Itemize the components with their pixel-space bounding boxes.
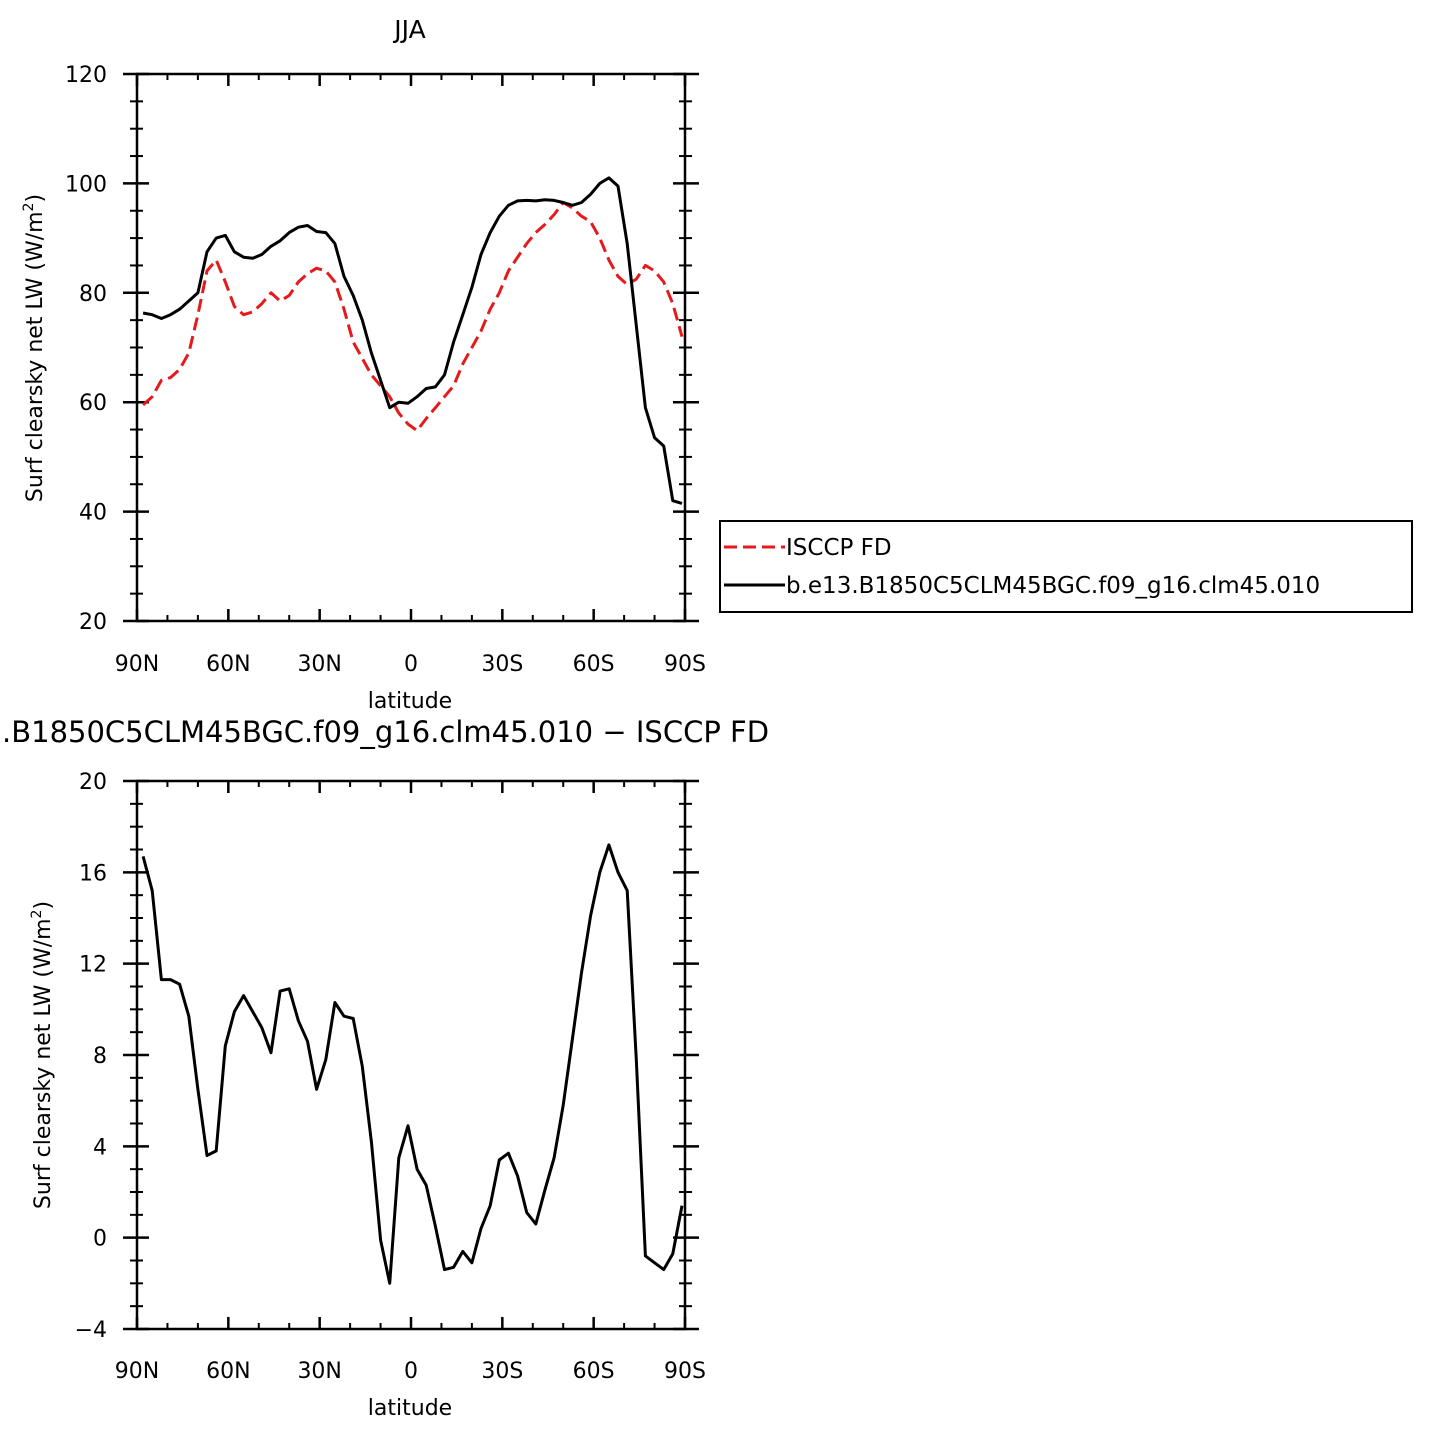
x-tick-label: 30N xyxy=(297,1359,341,1384)
x-tick-label: 0 xyxy=(404,1359,418,1384)
y-tick-label: 100 xyxy=(65,172,107,197)
x-tick-label: 30S xyxy=(481,652,523,677)
x-tick-label: 60S xyxy=(573,652,615,677)
plot-frame xyxy=(135,72,687,623)
svg-text:Surf clearsky net LW (W/m2): Surf clearsky net LW (W/m2) xyxy=(29,901,56,1209)
x-tick-label: 0 xyxy=(404,652,418,677)
x-tick-label: 60N xyxy=(206,1359,250,1384)
bottom-panel-y-axis-label: Surf clearsky net LW (W/m2) xyxy=(29,901,56,1209)
y-label-text: Surf clearsky net LW (W/m xyxy=(23,211,48,502)
legend: ISCCP FD b.e13.B1850C5CLM45BGC.f09_g16.cl… xyxy=(719,520,1413,613)
y-tick-label: 8 xyxy=(93,1044,107,1069)
x-tick-label: 90N xyxy=(115,1359,159,1384)
y-tick-label: 20 xyxy=(79,770,107,795)
bottom-panel-x-axis-label: latitude xyxy=(368,1396,452,1421)
x-tick-label: 30S xyxy=(481,1359,523,1384)
x-tick-label: 90N xyxy=(115,652,159,677)
legend-box xyxy=(719,520,1413,613)
y-label-text: Surf clearsky net LW (W/m xyxy=(31,918,56,1209)
y-label-close: ) xyxy=(31,901,56,910)
top-panel: JJA Surf clearsky net LW (W/m2) latitude… xyxy=(21,15,706,714)
top-panel-y-axis-label: Surf clearsky net LW (W/m2) xyxy=(21,194,48,502)
axis-ticks: 90N 60N 30N 0 30S 60S 90S 20 40 60 80 100 120 xyxy=(65,63,706,677)
y-tick-label: 0 xyxy=(93,1227,107,1252)
legend-label: b.e13.B1850C5CLM45BGC.f09_g16.clm45.010 xyxy=(786,573,1320,599)
y-label-close: ) xyxy=(23,194,48,203)
y-tick-label: 40 xyxy=(79,501,107,526)
svg-text:Surf clearsky net LW (W/m2): Surf clearsky net LW (W/m2) xyxy=(21,194,48,502)
y-tick-label: 4 xyxy=(93,1135,107,1160)
series-line-0 xyxy=(142,201,684,433)
bottom-panel-title: .B1850C5CLM45BGC.f09_g16.clm45.010 − ISC… xyxy=(2,715,769,749)
legend-label: ISCCP FD xyxy=(786,535,892,561)
top-panel-title: JJA xyxy=(392,15,425,44)
axis-ticks: 90N 60N 30N 0 30S 60S 90S −4 0 4 8 12 16 20 xyxy=(75,770,706,1384)
y-tick-label: 60 xyxy=(79,391,107,416)
series-line-0 xyxy=(141,843,684,1285)
x-tick-label: 30N xyxy=(297,652,341,677)
y-label-superscript: 2 xyxy=(29,910,45,919)
y-tick-label: 80 xyxy=(79,282,107,307)
y-tick-label: 12 xyxy=(79,953,107,978)
x-tick-label: 90S xyxy=(664,652,706,677)
y-tick-label: 120 xyxy=(65,63,107,88)
x-tick-label: 60N xyxy=(206,652,250,677)
x-tick-label: 90S xyxy=(664,1359,706,1384)
series-line-1 xyxy=(142,176,683,505)
y-tick-label: 16 xyxy=(79,861,107,886)
y-tick-label: −4 xyxy=(75,1318,107,1343)
top-panel-x-axis-label: latitude xyxy=(368,689,452,714)
y-label-superscript: 2 xyxy=(21,203,37,212)
x-tick-label: 60S xyxy=(573,1359,615,1384)
bottom-panel: .B1850C5CLM45BGC.f09_g16.clm45.010 − ISC… xyxy=(2,715,769,1421)
y-tick-label: 20 xyxy=(79,610,107,635)
